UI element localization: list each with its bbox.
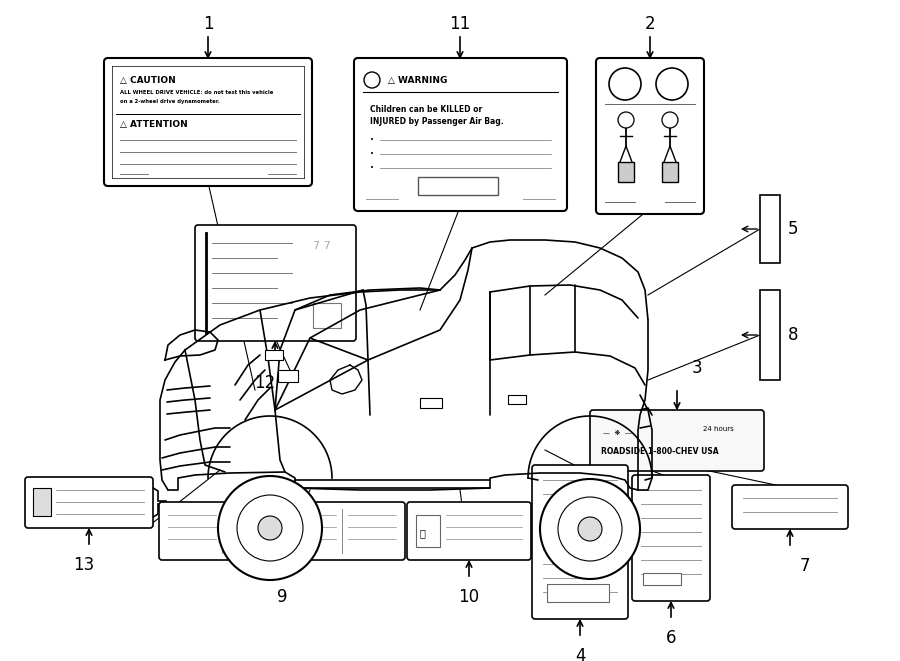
- FancyBboxPatch shape: [732, 485, 848, 529]
- FancyBboxPatch shape: [159, 502, 405, 560]
- Text: ALL WHEEL DRIVE VEHICLE: do not test this vehicle: ALL WHEEL DRIVE VEHICLE: do not test thi…: [120, 89, 274, 95]
- Bar: [33, 488, 51, 516]
- Circle shape: [364, 72, 380, 88]
- Bar: [760, 290, 780, 380]
- Text: •: •: [370, 137, 374, 143]
- Text: —  ❋  —: — ❋ —: [603, 430, 632, 436]
- Text: 8: 8: [788, 326, 798, 344]
- Text: on a 2-wheel drive dynamometer.: on a 2-wheel drive dynamometer.: [120, 100, 220, 104]
- Circle shape: [237, 495, 303, 561]
- FancyBboxPatch shape: [25, 477, 153, 528]
- Text: 7 7: 7 7: [313, 241, 331, 251]
- Bar: [508, 395, 526, 404]
- Bar: [662, 162, 678, 182]
- Text: 4: 4: [575, 647, 585, 661]
- Text: 13: 13: [74, 556, 94, 574]
- FancyBboxPatch shape: [407, 502, 531, 560]
- FancyBboxPatch shape: [632, 475, 710, 601]
- Text: 24 hours: 24 hours: [703, 426, 733, 432]
- Text: △ ATTENTION: △ ATTENTION: [120, 120, 188, 128]
- Bar: [547, 584, 609, 602]
- Text: •: •: [370, 151, 374, 157]
- Text: 1: 1: [202, 15, 213, 33]
- Circle shape: [218, 476, 322, 580]
- Text: 🔑: 🔑: [419, 528, 425, 538]
- Bar: [643, 573, 681, 585]
- Text: Children can be KILLED or: Children can be KILLED or: [370, 104, 482, 114]
- Text: INJURED by Passenger Air Bag.: INJURED by Passenger Air Bag.: [370, 118, 504, 126]
- Bar: [313, 303, 341, 328]
- Text: •: •: [370, 165, 374, 171]
- Text: 2: 2: [644, 15, 655, 33]
- Circle shape: [558, 497, 622, 561]
- FancyBboxPatch shape: [532, 465, 628, 619]
- FancyBboxPatch shape: [354, 58, 567, 211]
- Text: 6: 6: [666, 629, 676, 647]
- FancyBboxPatch shape: [596, 58, 704, 214]
- Bar: [418, 177, 498, 195]
- Text: 7: 7: [800, 557, 810, 575]
- Bar: [265, 350, 283, 360]
- Circle shape: [656, 68, 688, 100]
- Text: 9: 9: [277, 588, 287, 606]
- Text: 3: 3: [692, 359, 702, 377]
- Text: △ CAUTION: △ CAUTION: [120, 75, 176, 85]
- Bar: [278, 370, 298, 382]
- Circle shape: [609, 68, 641, 100]
- Circle shape: [618, 112, 634, 128]
- Circle shape: [578, 517, 602, 541]
- Text: △ WARNING: △ WARNING: [388, 75, 447, 85]
- Bar: [420, 398, 442, 408]
- Bar: [760, 195, 780, 263]
- FancyBboxPatch shape: [195, 225, 356, 341]
- Circle shape: [662, 112, 678, 128]
- Circle shape: [540, 479, 640, 579]
- Text: ROADSIDE 1-800-CHEV USA: ROADSIDE 1-800-CHEV USA: [601, 446, 718, 455]
- Text: 11: 11: [449, 15, 471, 33]
- FancyBboxPatch shape: [104, 58, 312, 186]
- Text: 12: 12: [255, 374, 275, 392]
- FancyBboxPatch shape: [590, 410, 764, 471]
- Bar: [416, 515, 440, 547]
- Text: 10: 10: [458, 588, 480, 606]
- Text: 5: 5: [788, 220, 798, 238]
- Circle shape: [258, 516, 282, 540]
- Bar: [618, 162, 634, 182]
